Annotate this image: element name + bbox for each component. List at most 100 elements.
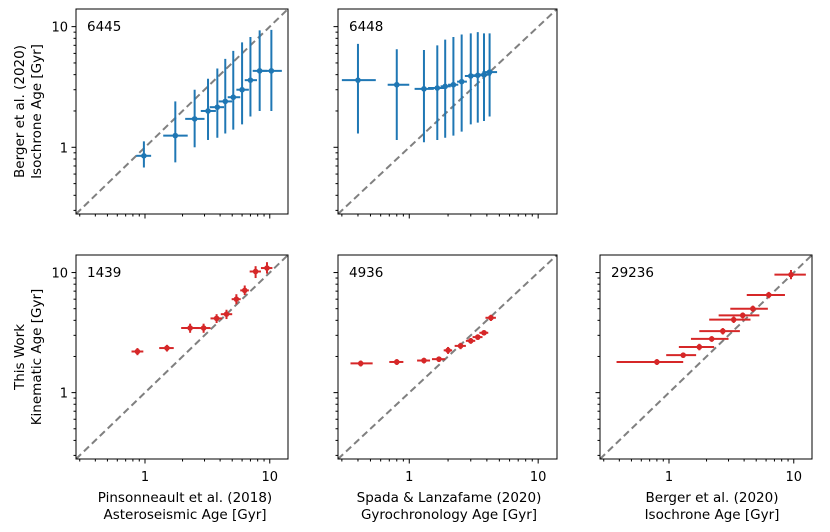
point-marker	[708, 336, 715, 342]
point-marker	[720, 328, 726, 334]
data-point	[482, 33, 498, 117]
one-to-one-line	[76, 9, 288, 214]
x-tick-label: 1	[141, 470, 149, 485]
data-point	[678, 343, 715, 351]
data-point	[260, 262, 273, 274]
point-marker	[239, 86, 245, 93]
x-tick-label: 1	[665, 470, 673, 485]
point-marker	[213, 315, 220, 322]
data-point	[699, 328, 740, 335]
data-point	[479, 329, 489, 336]
data-point	[746, 291, 785, 299]
panel-top-left: 1 10 6445 Berger et al. (2020)Isochrone Age…	[12, 8, 289, 219]
point-marker	[680, 352, 687, 358]
y-axis-label-line: Isochrone Age [Gyr]	[29, 44, 45, 179]
point-marker	[421, 357, 427, 364]
point-marker	[445, 347, 451, 354]
data-point	[616, 359, 684, 365]
data-point	[136, 141, 152, 168]
point-marker	[486, 69, 493, 75]
y-axis-label-line: This Work	[12, 324, 28, 391]
y-tick-label: 1	[60, 141, 68, 156]
point-marker	[393, 81, 400, 88]
data-point	[389, 359, 404, 365]
y-tick-label: 10	[51, 267, 68, 282]
x-axis-label-line: Spada & Lanzafame (2020)	[357, 490, 542, 506]
data-point	[350, 360, 373, 367]
axes-frame	[599, 254, 813, 460]
ticks	[71, 26, 271, 219]
data-point	[457, 34, 467, 132]
sample-count: 6445	[87, 19, 121, 35]
panel-bottom-right: 1 10 29236 Berger et al. (2020) Isochrone Ag…	[595, 254, 813, 523]
point-marker	[788, 271, 794, 278]
data-points	[341, 32, 498, 143]
data-points	[136, 29, 282, 168]
data-point	[472, 334, 483, 340]
data-point	[236, 42, 249, 125]
one-to-one-line	[338, 9, 557, 214]
data-point	[240, 285, 249, 296]
data-point	[131, 348, 144, 356]
point-marker	[739, 312, 746, 319]
point-marker	[442, 83, 448, 90]
point-marker	[187, 325, 193, 331]
point-marker	[357, 360, 364, 367]
x-axis-label: Pinsonneault et al. (2018) Asteroseismic …	[98, 490, 272, 523]
y-axis-label-line: Berger et al. (2020)	[12, 45, 28, 178]
data-point	[210, 314, 223, 324]
point-marker	[765, 292, 772, 298]
point-marker	[141, 153, 147, 159]
point-marker	[467, 338, 474, 344]
data-point	[730, 305, 768, 312]
sample-count: 29236	[611, 265, 654, 281]
point-marker	[205, 108, 211, 114]
x-tick-label: 10	[261, 470, 278, 485]
point-marker	[172, 132, 179, 139]
ticks	[595, 272, 795, 464]
x-tick-label: 10	[785, 470, 802, 485]
point-marker	[241, 287, 248, 294]
axes-frame	[337, 254, 558, 460]
point-marker	[481, 329, 487, 336]
data-point	[200, 78, 216, 140]
point-marker	[164, 345, 170, 351]
data-point	[231, 294, 241, 305]
point-marker	[252, 268, 259, 275]
data-point	[387, 49, 410, 140]
point-marker	[436, 356, 442, 362]
point-marker	[214, 104, 221, 110]
point-marker	[730, 316, 737, 323]
point-marker	[355, 77, 361, 83]
point-marker	[458, 78, 465, 85]
data-point	[440, 39, 451, 138]
point-marker	[654, 359, 660, 365]
data-point	[195, 323, 211, 333]
point-marker	[434, 85, 441, 91]
x-tick-label: 1	[405, 470, 413, 485]
point-marker	[264, 265, 270, 271]
data-point	[185, 89, 205, 148]
x-axis-label-line: Gyrochronology Age [Gyr]	[361, 507, 537, 523]
data-point	[443, 346, 453, 354]
x-axis-label-line: Isochrone Age [Gyr]	[645, 507, 780, 523]
point-marker	[268, 68, 275, 74]
y-axis-label: Berger et al. (2020)Isochrone Age [Gyr]	[12, 44, 45, 179]
sample-count: 1439	[87, 265, 121, 281]
point-marker	[200, 325, 207, 331]
data-point	[485, 314, 496, 321]
y-tick-label: 1	[60, 387, 68, 402]
data-point	[220, 309, 233, 320]
point-marker	[450, 81, 457, 88]
panel-top-middle: 6448	[333, 8, 558, 219]
point-marker	[481, 71, 487, 78]
point-marker	[696, 344, 703, 350]
point-marker	[191, 116, 198, 122]
data-point	[718, 312, 760, 319]
x-axis-label-line: Pinsonneault et al. (2018)	[98, 490, 272, 506]
data-points	[616, 270, 806, 365]
data-point	[163, 101, 188, 163]
one-to-one-line	[600, 255, 812, 459]
data-point	[666, 352, 697, 358]
